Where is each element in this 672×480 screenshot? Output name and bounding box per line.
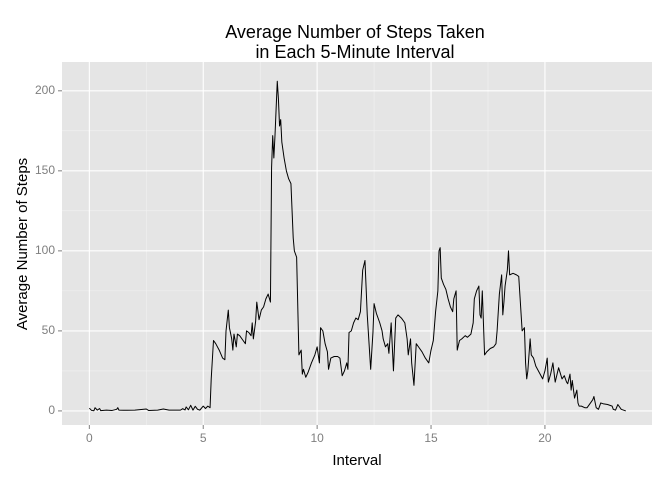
chart-title: in Each 5-Minute Interval [255, 42, 454, 62]
data-line [88, 80, 626, 412]
y-tick-label: 200 [35, 83, 55, 97]
grid [62, 62, 652, 425]
chart-title: Average Number of Steps Taken [225, 22, 485, 42]
y-axis-title: Average Number of Steps [14, 158, 31, 330]
plot-panel [62, 62, 652, 425]
x-axis-title: Interval [332, 452, 381, 469]
y-tick-label: 150 [35, 163, 55, 177]
x-tick-label: 0 [86, 431, 93, 445]
marks [88, 80, 626, 412]
x-tick-label: 10 [310, 431, 324, 445]
y-tick-label: 0 [48, 403, 55, 417]
x-tick-label: 5 [200, 431, 207, 445]
y-tick-label: 50 [42, 323, 56, 337]
x-tick-label: 15 [424, 431, 438, 445]
y-tick-label: 100 [35, 243, 55, 257]
x-tick-label: 20 [538, 431, 552, 445]
